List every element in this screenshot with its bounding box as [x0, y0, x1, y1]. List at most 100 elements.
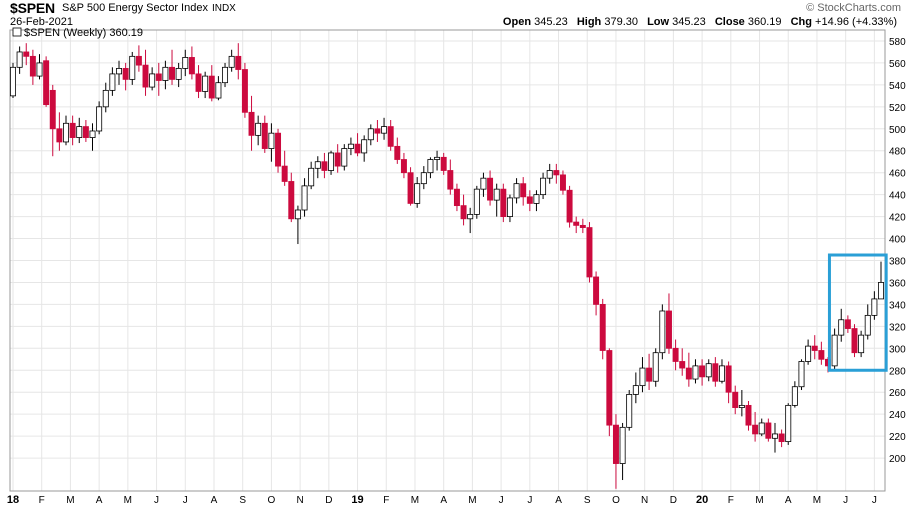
- candle-body-up: [268, 132, 275, 149]
- candle-body-up: [427, 159, 434, 174]
- x-tick-label: S: [239, 495, 246, 506]
- candle-body-down: [579, 224, 586, 228]
- candle-body-up: [63, 122, 69, 143]
- candle-body-up: [228, 55, 235, 68]
- x-tick-label: F: [383, 495, 389, 506]
- candle-body-up: [10, 66, 16, 97]
- candle-body-up: [705, 363, 712, 378]
- y-tick-label: 300: [889, 344, 906, 355]
- open-value: 345.23: [534, 16, 568, 28]
- x-tick-label: N: [297, 495, 304, 506]
- legend-text: $SPEN (Weekly) 360.19: [24, 27, 143, 39]
- candle-body-down: [553, 170, 560, 176]
- candle-body-down: [586, 227, 593, 278]
- x-tick-label: D: [670, 495, 677, 506]
- low-value: 345.23: [672, 16, 706, 28]
- candle-body-up: [619, 426, 626, 464]
- x-tick-label: J: [843, 495, 848, 506]
- candle-body-up: [659, 310, 666, 354]
- quote-summary: Open 345.23 High 379.30 Low 345.23 Close…: [503, 16, 897, 28]
- candle-body-up: [718, 365, 725, 382]
- candle-body-down: [321, 161, 328, 171]
- candle-body-down: [646, 367, 653, 382]
- candle-body-up: [102, 89, 109, 108]
- candle-body-up: [116, 68, 122, 75]
- y-tick-label: 500: [889, 125, 906, 136]
- candle-body-up: [758, 422, 765, 435]
- chart-header: $SPEN S&P 500 Energy Sector Index INDX 26…: [0, 0, 911, 30]
- candle-body-up: [414, 183, 421, 204]
- x-tick-label: M: [66, 495, 74, 506]
- candle-body-down: [69, 122, 76, 138]
- x-tick-label: A: [555, 495, 562, 506]
- candle-body-down: [82, 126, 89, 138]
- candle-body-up: [513, 183, 520, 199]
- candle-body-up: [785, 404, 792, 443]
- x-tick-label: F: [728, 495, 734, 506]
- candle-body-down: [169, 66, 176, 80]
- y-tick-label: 200: [889, 454, 906, 465]
- x-tick-label: M: [813, 495, 821, 506]
- candle-body-down: [778, 433, 785, 443]
- candle-body-down: [725, 365, 732, 393]
- brand-watermark: © StockCharts.com: [806, 2, 901, 14]
- candle-body-down: [208, 75, 215, 99]
- y-tick-label: 360: [889, 278, 906, 289]
- candle-body-up: [301, 185, 308, 211]
- candle-body-up: [632, 385, 639, 395]
- candle-body-up: [871, 298, 878, 316]
- candle-body-up: [361, 139, 368, 154]
- candle-body-down: [851, 328, 858, 354]
- exchange-label: INDX: [211, 3, 236, 14]
- candle-body-up: [772, 433, 778, 439]
- candle-body-up: [149, 73, 156, 88]
- x-tick-label: M: [468, 495, 476, 506]
- candle-body-down: [374, 128, 381, 134]
- x-tick-label: A: [96, 495, 103, 506]
- candle-body-down: [665, 310, 672, 349]
- candle-body-down: [241, 69, 248, 113]
- candle-body-down: [712, 363, 719, 382]
- ticker-symbol: $SPEN: [10, 0, 55, 16]
- candle-body-down: [818, 350, 825, 360]
- x-tick-label: 19: [351, 494, 363, 506]
- candle-body-down: [23, 51, 30, 57]
- candle-body-down: [288, 181, 295, 220]
- candle-body-up: [864, 314, 871, 336]
- candle-body-down: [56, 128, 63, 143]
- y-tick-label: 580: [889, 37, 906, 48]
- candle-body-down: [275, 132, 282, 167]
- index-name: S&P 500 Energy Sector Index INDX: [62, 2, 236, 14]
- highlight-box: [827, 253, 888, 372]
- y-tick-label: 380: [889, 257, 906, 268]
- x-tick-label: J: [183, 495, 188, 506]
- candle-body-down: [155, 73, 162, 81]
- candle-body-down: [573, 221, 580, 226]
- candle-body-down: [559, 174, 566, 191]
- candle-body-down: [235, 55, 242, 70]
- y-tick-label: 420: [889, 213, 906, 224]
- candle-body-down: [699, 365, 706, 378]
- candle-body-down: [195, 73, 202, 92]
- y-tick-label: 520: [889, 103, 906, 114]
- candle-body-down: [844, 319, 851, 329]
- candle-body-down: [679, 361, 686, 369]
- y-tick-label: 480: [889, 147, 906, 158]
- candle-body-down: [593, 276, 600, 305]
- x-tick-label: O: [268, 495, 276, 506]
- y-tick-label: 280: [889, 366, 906, 377]
- candle-body-up: [540, 177, 547, 196]
- candle-body-down: [752, 424, 759, 435]
- candle-body-down: [460, 205, 467, 220]
- candle-body-up: [222, 66, 229, 84]
- candlesticks: [10, 43, 884, 489]
- candle-body-up: [347, 143, 354, 149]
- candle-body-up: [420, 172, 427, 185]
- y-axis-labels: 200 220 240 260 280 300 320 340 360 380 400 420 440 4…: [889, 37, 906, 465]
- candle-body-down: [487, 177, 494, 201]
- candle-body-up: [546, 170, 553, 179]
- candle-body-down: [612, 424, 619, 464]
- candle-body-down: [135, 55, 142, 66]
- candle-body-up: [506, 197, 513, 217]
- x-axis-labels: 18 F M A M J J A S O N D 19 F M A M J J A S O N D 20 F M A M J J: [7, 494, 877, 506]
